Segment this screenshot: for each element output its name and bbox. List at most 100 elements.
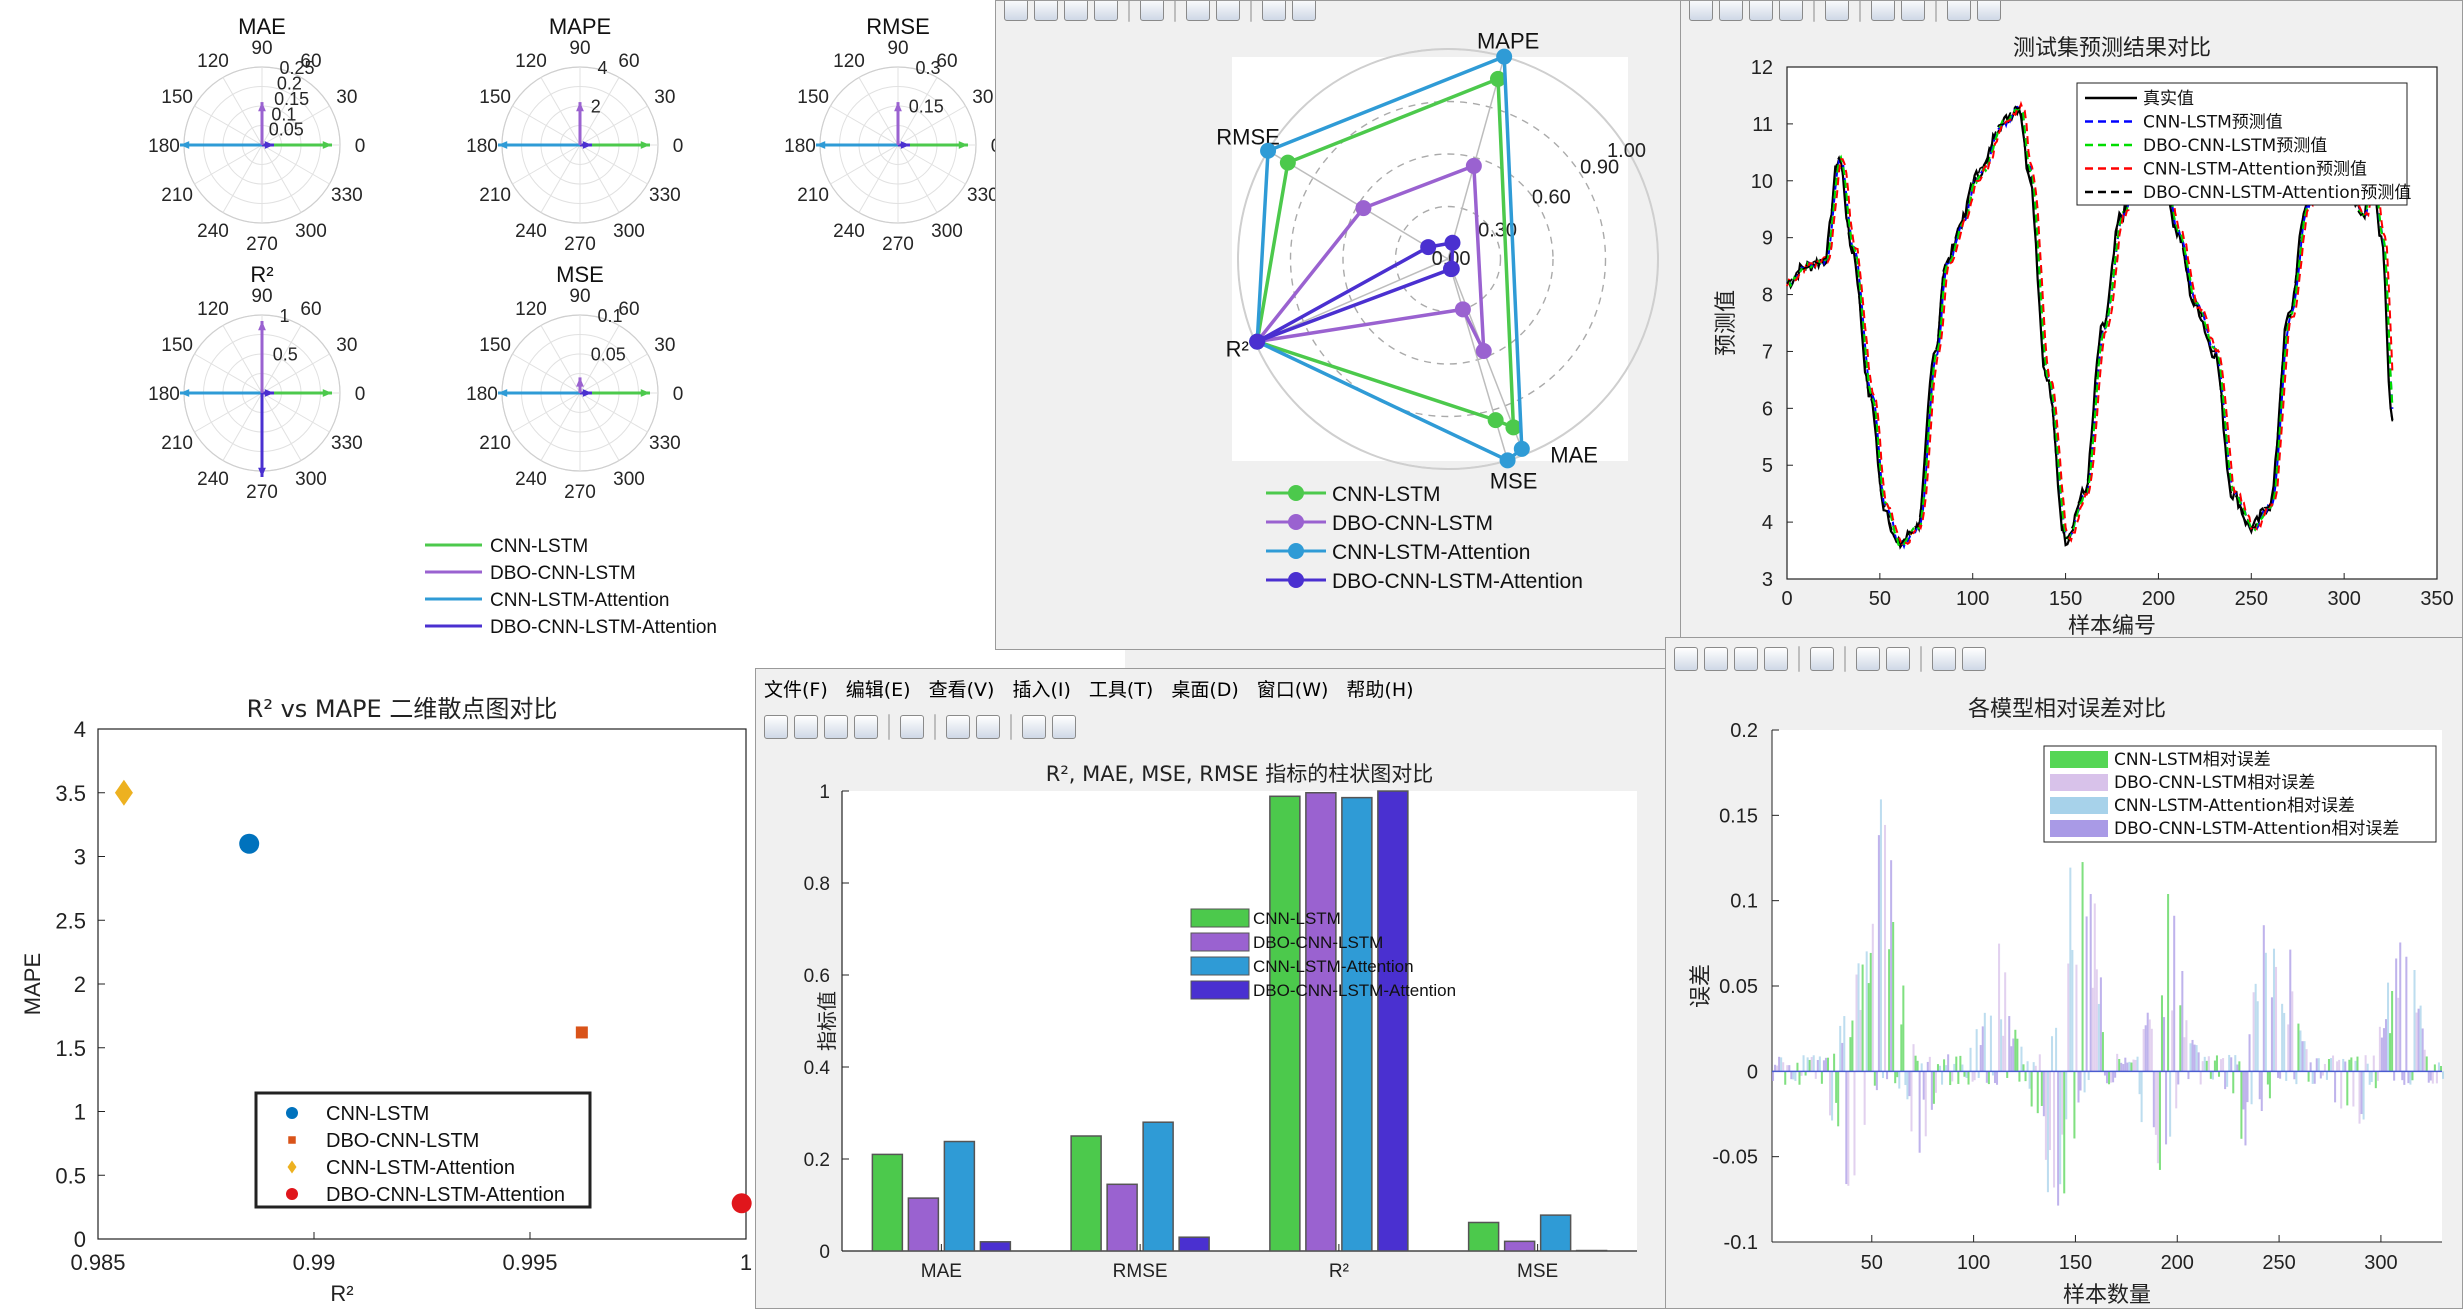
menu-file[interactable]: 文件(F) (764, 678, 828, 701)
bar-category-label: MSE (1517, 1261, 1558, 1282)
radar-legend-marker (1288, 514, 1304, 530)
err-bar (1908, 1071, 1911, 1097)
err-bar (2327, 1059, 2330, 1072)
polar-angle-label: 330 (331, 185, 363, 206)
err-bar (1869, 952, 1872, 1072)
err-bar (2281, 1003, 2284, 1072)
err-bar (2177, 1071, 2180, 1085)
pointer-icon[interactable] (1262, 1, 1286, 21)
pointer-icon[interactable] (1932, 647, 1956, 671)
err-bar (2103, 1071, 2106, 1076)
menu-insert[interactable]: 插入(I) (1012, 678, 1071, 701)
legend-icon[interactable] (1901, 1, 1925, 21)
print-icon[interactable] (1779, 1, 1803, 21)
colorbar-icon[interactable] (1186, 1, 1210, 21)
legend-icon[interactable] (976, 715, 1000, 739)
err-x-tick-label: 300 (2364, 1252, 2397, 1274)
save-icon[interactable] (824, 715, 848, 739)
pred-line-cnn-lstm-att (1786, 100, 2394, 548)
compass-arrowhead (576, 102, 584, 112)
bar-category-label: R² (1329, 1261, 1349, 1282)
link-icon[interactable] (1810, 647, 1834, 671)
open-folder-icon[interactable] (1719, 1, 1743, 21)
compass-panel-4: 90603003303002702402101801501200.050.1MS… (466, 262, 683, 503)
err-bar (2036, 1071, 2039, 1114)
property-editor-icon[interactable] (1962, 647, 1986, 671)
menu-desktop[interactable]: 桌面(D) (1171, 678, 1239, 701)
err-bar (2248, 1034, 2251, 1072)
err-bar (1877, 835, 1880, 1072)
property-editor-icon[interactable] (1052, 715, 1076, 739)
err-bar (1971, 1071, 1974, 1082)
menu-view[interactable]: 查看(V) (928, 678, 995, 701)
legend-icon[interactable] (1216, 1, 1240, 21)
err-bar (2380, 1037, 2383, 1072)
new-file-icon[interactable] (1674, 647, 1698, 671)
err-bar (2319, 1071, 2322, 1079)
save-icon[interactable] (1064, 1, 1088, 21)
menu-edit[interactable]: 编辑(E) (845, 678, 911, 701)
bar-cnn-lstm-attention (943, 1140, 976, 1252)
err-bar (2272, 948, 2276, 1072)
colorbar-icon[interactable] (946, 715, 970, 739)
pred-x-tick-label: 200 (2142, 588, 2175, 610)
err-bar (2411, 1071, 2414, 1081)
property-editor-icon[interactable] (1292, 1, 1316, 21)
err-bar (2116, 1053, 2119, 1072)
polar-radius-label: 0.2 (277, 74, 302, 94)
pointer-icon[interactable] (1947, 1, 1971, 21)
err-bar (2334, 1071, 2337, 1103)
radar-legend-label: CNN-LSTM-Attention (1332, 541, 1530, 564)
save-icon[interactable] (1734, 647, 1758, 671)
radar-axis (1447, 56, 1505, 260)
compass-arrowhead (498, 141, 508, 149)
err-bar (2142, 1029, 2145, 1072)
err-bar (1928, 1056, 1931, 1072)
radar-tick-label: 1.00 (1607, 140, 1646, 162)
scatter-legend-box (254, 1091, 592, 1209)
err-x-tick-label: 100 (1957, 1252, 1990, 1274)
print-icon[interactable] (1764, 647, 1788, 671)
err-y-tick-label: -0.05 (1712, 1147, 1758, 1169)
err-bar (2364, 1055, 2367, 1072)
property-editor-icon[interactable] (1977, 1, 2001, 21)
err-x-tick-label: 250 (2262, 1252, 2295, 1274)
err-bar (2268, 1071, 2271, 1099)
err-bar (2352, 1071, 2355, 1107)
new-file-icon[interactable] (1004, 1, 1028, 21)
menu-window[interactable]: 窗口(W) (1256, 678, 1329, 701)
open-folder-icon[interactable] (1704, 647, 1728, 671)
open-folder-icon[interactable] (794, 715, 818, 739)
polar-angle-label: 180 (784, 136, 816, 157)
bar-chart: 0 0.2 0.4 0.6 0.8 1 R², MAE, MSE, RMSE 指标的柱状图对… (804, 762, 1637, 1282)
polar-spoke (512, 144, 581, 185)
err-bar (2378, 1026, 2381, 1072)
compass-arrowhead (264, 389, 274, 397)
new-file-icon[interactable] (764, 715, 788, 739)
link-icon[interactable] (1825, 1, 1849, 21)
radar-point (1355, 200, 1372, 217)
polar-angle-label: 30 (336, 87, 357, 108)
link-icon[interactable] (1140, 1, 1164, 21)
print-icon[interactable] (854, 715, 878, 739)
pointer-icon[interactable] (1022, 715, 1046, 739)
polar-angle-label: 0 (673, 384, 684, 405)
menu-help[interactable]: 帮助(H) (1346, 678, 1414, 701)
err-bar (1808, 1059, 1811, 1072)
err-bar (2250, 1071, 2253, 1105)
legend-icon[interactable] (1886, 647, 1910, 671)
err-bar (2285, 1071, 2288, 1081)
err-bar (2323, 1063, 2326, 1072)
err-bar (1896, 1071, 1899, 1078)
new-file-icon[interactable] (1689, 1, 1713, 21)
polar-spoke (579, 353, 648, 394)
colorbar-icon[interactable] (1871, 1, 1895, 21)
link-icon[interactable] (900, 715, 924, 739)
scatter-y-tick-label: 1.5 (55, 1036, 86, 1061)
menu-tools[interactable]: 工具(T) (1088, 678, 1154, 701)
open-folder-icon[interactable] (1034, 1, 1058, 21)
print-icon[interactable] (1094, 1, 1118, 21)
toolbar-separator (1859, 1, 1861, 22)
colorbar-icon[interactable] (1856, 647, 1880, 671)
save-icon[interactable] (1749, 1, 1773, 21)
